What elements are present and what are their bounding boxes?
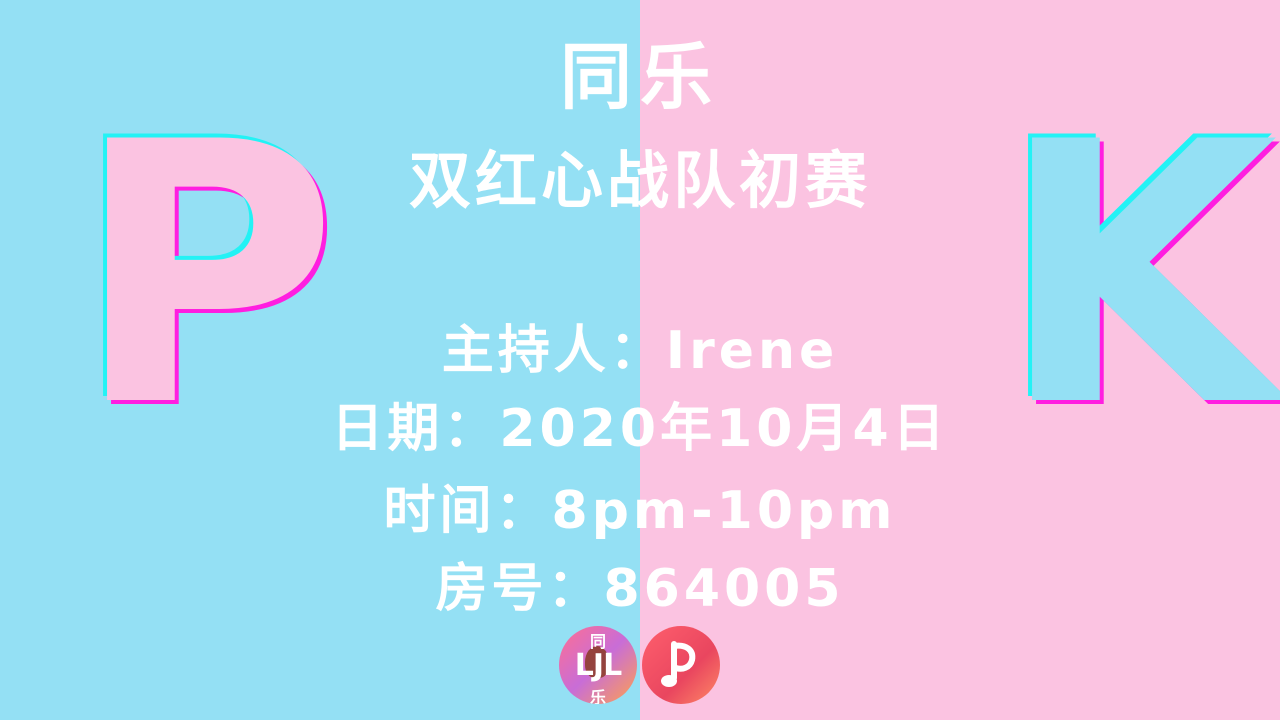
svg-text:K: K bbox=[999, 66, 1280, 485]
letter-k-graphic: K K K bbox=[985, 62, 1280, 489]
svg-text:P: P bbox=[70, 62, 334, 481]
svg-text:K: K bbox=[995, 62, 1280, 481]
time-line: 时间：8pm-10pm bbox=[383, 481, 897, 541]
room-line: 房号：864005 bbox=[435, 559, 845, 619]
svg-text:K: K bbox=[1003, 70, 1280, 489]
event-subtitle: 双红心战队初赛 bbox=[408, 144, 871, 217]
ljl-logo-top: 同 bbox=[589, 632, 606, 651]
host-line: 主持人：Irene bbox=[441, 321, 839, 381]
event-title: 同乐 bbox=[559, 35, 720, 119]
right-pink-panel bbox=[640, 0, 1280, 720]
left-blue-panel bbox=[0, 0, 640, 720]
music-note-icon bbox=[661, 641, 696, 687]
svg-text:P: P bbox=[74, 66, 338, 485]
bird-icon bbox=[585, 646, 609, 678]
ljl-logo: 同 LJL 乐 bbox=[559, 626, 637, 704]
svg-text:P: P bbox=[78, 70, 342, 489]
music-note-app-icon bbox=[642, 626, 720, 704]
date-line: 日期：2020年10月4日 bbox=[331, 399, 949, 459]
ljl-logo-bottom: 乐 bbox=[589, 688, 606, 704]
ljl-logo-text: LJL bbox=[574, 648, 622, 683]
letter-p-graphic: P P P bbox=[60, 62, 342, 489]
